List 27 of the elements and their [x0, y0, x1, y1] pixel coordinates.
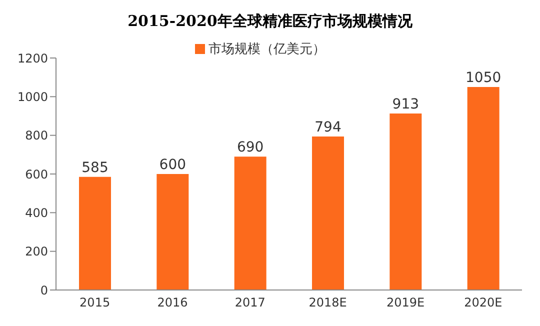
bar	[156, 174, 189, 290]
y-tick-label: 600	[25, 167, 48, 182]
bar	[79, 176, 111, 290]
data-label: 1050	[466, 70, 502, 86]
chart-title: 2015-2020年全球精准医疗市场规模情况	[126, 11, 414, 32]
x-tick-label: 2020E	[464, 296, 502, 310]
x-tick-label: 2019E	[386, 296, 425, 310]
x-tick-label: 2016	[157, 296, 188, 310]
y-tick-label: 1200	[17, 51, 48, 66]
legend-label: 市场规模（亿美元）	[208, 42, 326, 57]
y-tick-label: 800	[25, 128, 48, 143]
y-tick-label: 1000	[17, 90, 48, 104]
data-label: 600	[159, 157, 186, 173]
bar	[312, 136, 344, 290]
x-tick-label: 2015	[80, 296, 110, 310]
x-tick-label: 2017	[234, 296, 266, 310]
y-tick-label: 400	[25, 206, 48, 220]
y-tick-label: 200	[25, 244, 48, 259]
bar	[234, 156, 266, 290]
data-label: 913	[392, 96, 420, 112]
bar	[467, 87, 500, 290]
data-label: 585	[82, 160, 108, 176]
bar	[390, 113, 422, 290]
y-tick-label: 0	[40, 283, 48, 298]
data-label: 794	[314, 119, 342, 136]
data-label: 690	[236, 140, 264, 156]
x-tick-label: 2018E	[308, 296, 347, 310]
